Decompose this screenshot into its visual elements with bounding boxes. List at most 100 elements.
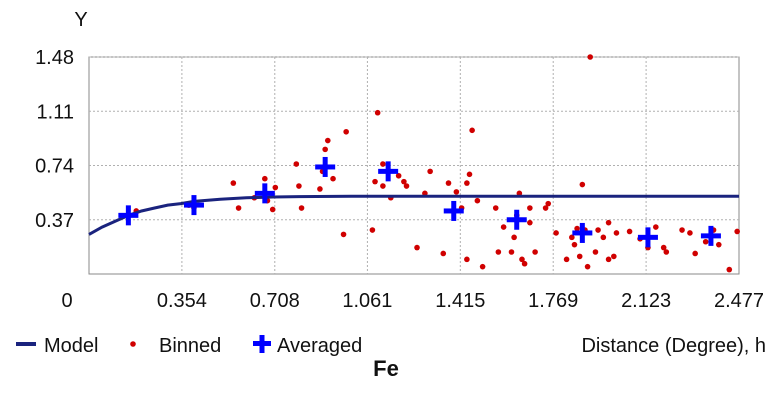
- binned-point: [374, 109, 381, 116]
- binned-point: [626, 228, 633, 235]
- binned-point: [492, 205, 499, 211]
- binned-point: [734, 228, 740, 235]
- binned-points: [125, 54, 740, 273]
- binned-point: [403, 183, 410, 189]
- binned-point: [414, 244, 420, 251]
- binned-point: [660, 244, 667, 251]
- binned-point: [440, 250, 447, 257]
- averaged-point-v: [262, 183, 268, 204]
- binned-point: [380, 161, 386, 167]
- binned-point: [571, 241, 578, 248]
- binned-point: [527, 219, 533, 226]
- x-tick-label: 0: [61, 290, 72, 312]
- legend-averaged-swatch: [253, 335, 271, 353]
- binned-point: [235, 205, 242, 211]
- x-tick-label: 2.123: [621, 290, 671, 312]
- binned-point: [600, 234, 607, 241]
- binned-point: [545, 200, 552, 207]
- binned-point: [715, 241, 722, 248]
- binned-point: [479, 263, 486, 270]
- binned-point: [380, 183, 386, 189]
- binned-point: [613, 230, 620, 236]
- x-tick-label: 1.061: [342, 290, 392, 312]
- averaged-point: [506, 209, 527, 230]
- averaged-point-v: [579, 222, 585, 243]
- legend: Model Binned Averaged: [16, 335, 362, 357]
- x-tick-label: 0.354: [157, 290, 207, 312]
- binned-point: [584, 263, 591, 270]
- averaged-point-v: [451, 200, 457, 221]
- binned-point: [521, 260, 528, 267]
- element-caption: Fe: [373, 356, 399, 381]
- legend-model-swatch: [16, 342, 36, 346]
- binned-point: [262, 175, 268, 182]
- binned-point: [372, 178, 378, 185]
- binned-point: [605, 219, 612, 226]
- binned-point: [445, 180, 452, 186]
- binned-point: [322, 146, 328, 153]
- binned-point: [579, 181, 586, 188]
- y-tick-label: 0.37: [35, 210, 74, 232]
- averaged-point-v: [322, 156, 328, 177]
- binned-point: [427, 168, 433, 175]
- legend-binned-label: Binned: [159, 335, 221, 357]
- binned-point: [230, 180, 237, 186]
- averaged-point-v: [514, 209, 520, 230]
- x-tick-label: 0.708: [250, 290, 300, 312]
- binned-point: [269, 206, 276, 213]
- binned-point: [272, 184, 279, 191]
- x-tick-label: 1.769: [528, 290, 578, 312]
- y-tick-label: 1.48: [35, 47, 74, 69]
- averaged-point: [700, 225, 721, 246]
- averaged-point-v: [645, 227, 651, 248]
- averaged-point-v: [708, 225, 714, 246]
- y-axis-label: Y: [74, 9, 87, 31]
- binned-point: [296, 183, 302, 189]
- binned-point: [574, 225, 580, 232]
- averaged-point: [315, 156, 336, 177]
- binned-point: [453, 189, 460, 195]
- averaged-point-v: [385, 161, 391, 182]
- binned-point: [592, 249, 599, 255]
- averaged-point: [378, 161, 399, 182]
- binned-point: [369, 227, 376, 233]
- binned-point: [569, 234, 575, 241]
- binned-point: [422, 190, 428, 197]
- binned-point: [542, 205, 549, 211]
- binned-point: [653, 224, 659, 230]
- binned-point: [317, 186, 323, 192]
- binned-point: [605, 256, 612, 263]
- averaged-point: [572, 222, 593, 243]
- binned-point: [466, 171, 473, 178]
- binned-point: [587, 54, 594, 60]
- x-tick-label: 2.477: [714, 290, 764, 312]
- binned-point: [516, 190, 523, 197]
- binned-point: [611, 253, 617, 260]
- y-tick-labels: 0.37 0.74 1.11 1.48: [35, 47, 74, 232]
- binned-point: [595, 227, 601, 233]
- binned-point: [293, 161, 300, 167]
- binned-point: [519, 256, 525, 263]
- binned-point: [726, 266, 733, 273]
- binned-point: [464, 180, 470, 186]
- averaged-point: [183, 195, 204, 216]
- binned-point: [500, 224, 507, 230]
- binned-point: [298, 205, 305, 211]
- binned-point: [324, 137, 331, 144]
- binned-point: [401, 178, 407, 185]
- binned-point: [508, 249, 515, 255]
- binned-point: [469, 127, 475, 134]
- binned-point: [527, 205, 533, 211]
- binned-point: [702, 238, 709, 245]
- binned-point: [679, 227, 685, 233]
- binned-point: [663, 249, 670, 255]
- binned-point: [687, 230, 693, 236]
- binned-point: [395, 172, 402, 179]
- binned-point: [343, 128, 349, 135]
- y-tick-label: 1.11: [37, 101, 74, 123]
- averaged-point-v: [191, 195, 197, 216]
- averaged-point-v: [125, 205, 131, 226]
- y-tick-label: 0.74: [35, 156, 74, 178]
- binned-point: [692, 250, 698, 257]
